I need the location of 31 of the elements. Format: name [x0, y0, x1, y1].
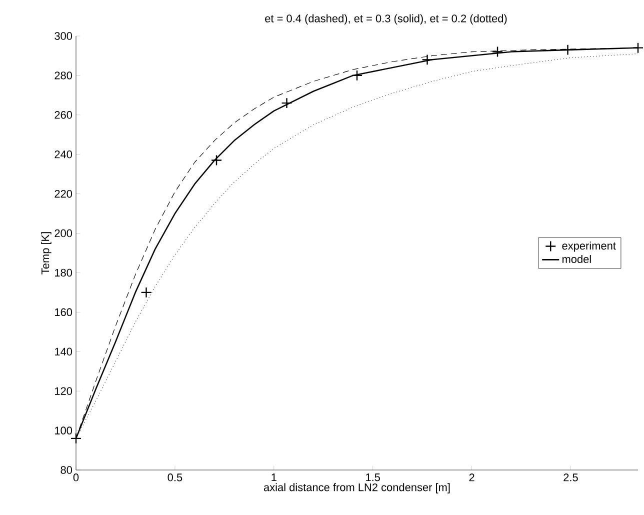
- y-tick-label: 280: [54, 72, 72, 80]
- x-tick-label: 1: [272, 474, 276, 482]
- y-tick-label: 140: [55, 348, 72, 356]
- point: [210, 154, 222, 166]
- y-tick-label: 240: [54, 150, 72, 158]
- y-tick-label: 160: [55, 308, 72, 316]
- y-tick-label: 220: [54, 190, 72, 198]
- y-tick-label: 300: [54, 32, 72, 40]
- point: [492, 46, 504, 58]
- point: [140, 286, 152, 298]
- y-tick-label: 120: [55, 387, 72, 395]
- y-tick-label: 180: [55, 268, 72, 277]
- chart-title: et = 0.4 (dashed), et = 0.3 (solid), et = 0.2 (dotted): [265, 14, 507, 25]
- x-axis-title: axial distance from LN2 condenser [m]: [264, 483, 450, 494]
- point: [351, 70, 363, 82]
- point: [422, 54, 433, 66]
- y-tick-label: 100: [55, 426, 72, 434]
- point: [281, 97, 292, 109]
- x-tick-label: 2: [469, 474, 474, 482]
- y-tick-label: 260: [54, 111, 72, 119]
- y-tick-label: 200: [54, 229, 72, 238]
- x-tick-label: 2.5: [564, 474, 578, 482]
- x-tick-label: 0: [73, 474, 79, 482]
- y-tick-label: 80: [60, 466, 72, 474]
- legend-label: experiment: [562, 242, 616, 252]
- x-tick-label: 0.5: [168, 474, 182, 482]
- y-axis-title: Temp [K]: [41, 232, 52, 274]
- point: [70, 432, 82, 444]
- x-tick-label: 1.5: [366, 474, 380, 482]
- point: [632, 42, 644, 54]
- legend-label: model: [562, 254, 591, 264]
